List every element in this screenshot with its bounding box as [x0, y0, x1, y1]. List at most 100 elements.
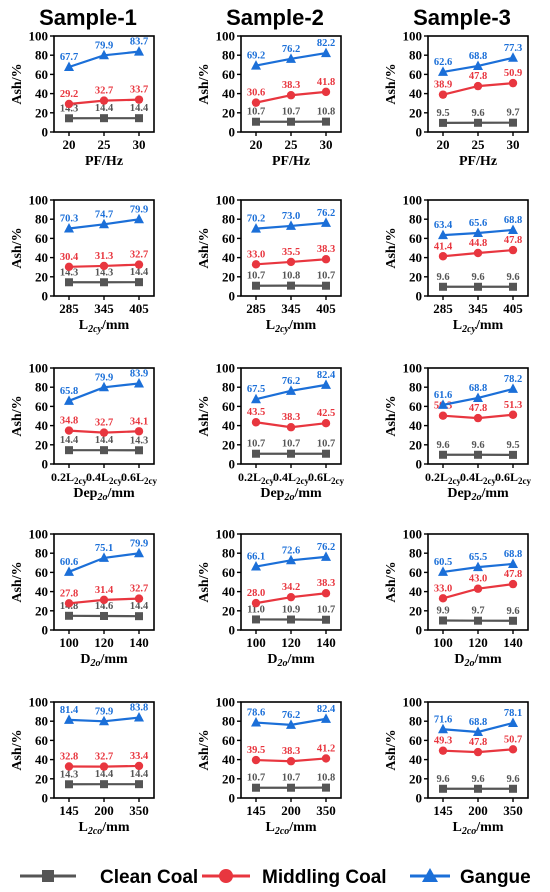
column-title-sample-1: Sample-1: [39, 5, 137, 30]
chart-panel-11: 0 20 40 60 80 100 100 120 140 Ash/% D2o/mm 11.0 10.9…: [197, 527, 342, 669]
data-point: [474, 450, 482, 459]
series-gangue: 63.4 65.6 68.8: [434, 215, 522, 240]
y-axis-label: Ash/%: [197, 561, 212, 602]
data-point: [134, 547, 144, 558]
y-tick-label: 0: [416, 457, 423, 472]
data-point: [99, 428, 109, 437]
x-tick-label: 20: [437, 137, 450, 152]
y-axis-label: Ash/%: [10, 395, 25, 436]
x-tick-label: 30: [320, 137, 333, 152]
legend: Clean Coal Middling Coal Gangue: [20, 867, 531, 888]
y-tick-label: 60: [222, 399, 235, 414]
y-tick-label: 80: [222, 48, 235, 63]
y-tick-label: 20: [35, 437, 48, 452]
data-point: [135, 446, 143, 455]
data-label: 41.2: [317, 743, 335, 754]
data-point: [64, 395, 74, 405]
data-label: 9.6: [471, 440, 484, 451]
data-label: 33.0: [434, 583, 452, 594]
series-clean-coal: 10.7 10.7 10.7: [247, 439, 335, 458]
data-point: [321, 713, 331, 723]
y-tick-label: 0: [229, 457, 236, 472]
y-tick-label: 60: [35, 733, 48, 748]
data-label: 47.8: [469, 71, 487, 82]
data-point: [508, 383, 518, 393]
y-tick-label: 80: [409, 380, 422, 395]
y-tick-label: 60: [222, 67, 235, 82]
data-point: [473, 392, 483, 402]
x-tick-label: 405: [503, 301, 523, 316]
series-gangue: 70.2 73.0 76.2: [247, 208, 335, 233]
series-middling-coal: 33.0 43.0 47.8: [434, 569, 522, 603]
data-label: 33.4: [130, 751, 149, 762]
data-point: [65, 611, 73, 620]
data-point: [287, 117, 295, 126]
x-axis-label: D2o/mm: [267, 652, 315, 669]
series-clean-coal: 14.4 14.4 14.3: [60, 435, 148, 455]
series-clean-coal: 14.3 14.4 14.4: [60, 769, 149, 789]
data-point: [65, 278, 73, 287]
data-label: 68.8: [469, 51, 487, 62]
x-axis-label: L2co/mm: [265, 820, 316, 837]
data-label: 34.8: [60, 416, 78, 427]
chart-panel-2: 0 20 40 60 80 100 20 25 30 Ash/% PF/Hz 10.7 10.7 10.8…: [197, 29, 342, 169]
y-tick-label: 60: [222, 733, 235, 748]
x-tick-label: 120: [468, 635, 488, 650]
x-tick-label: 145: [433, 803, 453, 818]
data-point: [251, 418, 261, 427]
data-label: 62.6: [434, 57, 452, 68]
data-point: [65, 780, 73, 789]
x-tick-label: 0.2L2cy: [51, 470, 88, 486]
data-label: 14.4: [95, 103, 114, 114]
data-point: [286, 220, 296, 230]
x-tick-label: 405: [129, 301, 149, 316]
data-point: [99, 381, 109, 392]
y-tick-label: 40: [35, 752, 48, 767]
data-label: 9.6: [471, 108, 484, 119]
data-label: 9.6: [506, 774, 519, 785]
data-point: [134, 712, 144, 722]
data-label: 38.3: [317, 578, 335, 589]
data-label: 10.7: [317, 439, 335, 450]
data-point: [438, 594, 448, 603]
data-point: [252, 783, 260, 792]
data-label: 14.4: [60, 435, 79, 446]
y-tick-label: 40: [222, 250, 235, 265]
y-tick-label: 80: [222, 714, 235, 729]
y-axis-label: Ash/%: [384, 729, 399, 770]
data-point: [321, 255, 331, 264]
column-title-sample-3: Sample-3: [413, 5, 511, 30]
data-label: 79.9: [95, 372, 113, 383]
y-tick-label: 100: [29, 527, 49, 542]
data-label: 34.2: [282, 582, 300, 593]
y-tick-label: 0: [42, 457, 49, 472]
series-middling-coal: 32.8 32.7 33.4: [60, 751, 149, 771]
y-tick-label: 80: [222, 380, 235, 395]
x-axis-label: PF/Hz: [459, 154, 497, 169]
data-label: 9.5: [436, 108, 449, 119]
y-tick-label: 80: [409, 546, 422, 561]
data-point: [509, 450, 517, 459]
data-label: 9.7: [471, 606, 484, 617]
data-label: 76.2: [282, 710, 300, 721]
data-point: [322, 117, 330, 126]
data-label: 51.3: [504, 400, 522, 411]
data-point: [251, 98, 261, 107]
data-point: [439, 118, 447, 127]
y-tick-label: 20: [35, 269, 48, 284]
data-label: 32.7: [95, 418, 113, 429]
data-label: 60.5: [434, 557, 452, 568]
y-tick-label: 40: [35, 584, 48, 599]
data-label: 10.7: [282, 773, 300, 784]
data-label: 33.0: [247, 249, 265, 260]
data-point: [509, 616, 517, 625]
series-gangue: 60.5 65.5 68.8: [434, 549, 522, 576]
x-tick-label: 0.4L2cy: [460, 470, 497, 486]
y-tick-label: 80: [35, 48, 48, 63]
x-axis-label: PF/Hz: [85, 154, 123, 169]
data-point: [439, 450, 447, 459]
series-gangue: 66.1 72.6 76.2: [247, 542, 335, 571]
data-point: [251, 717, 261, 727]
